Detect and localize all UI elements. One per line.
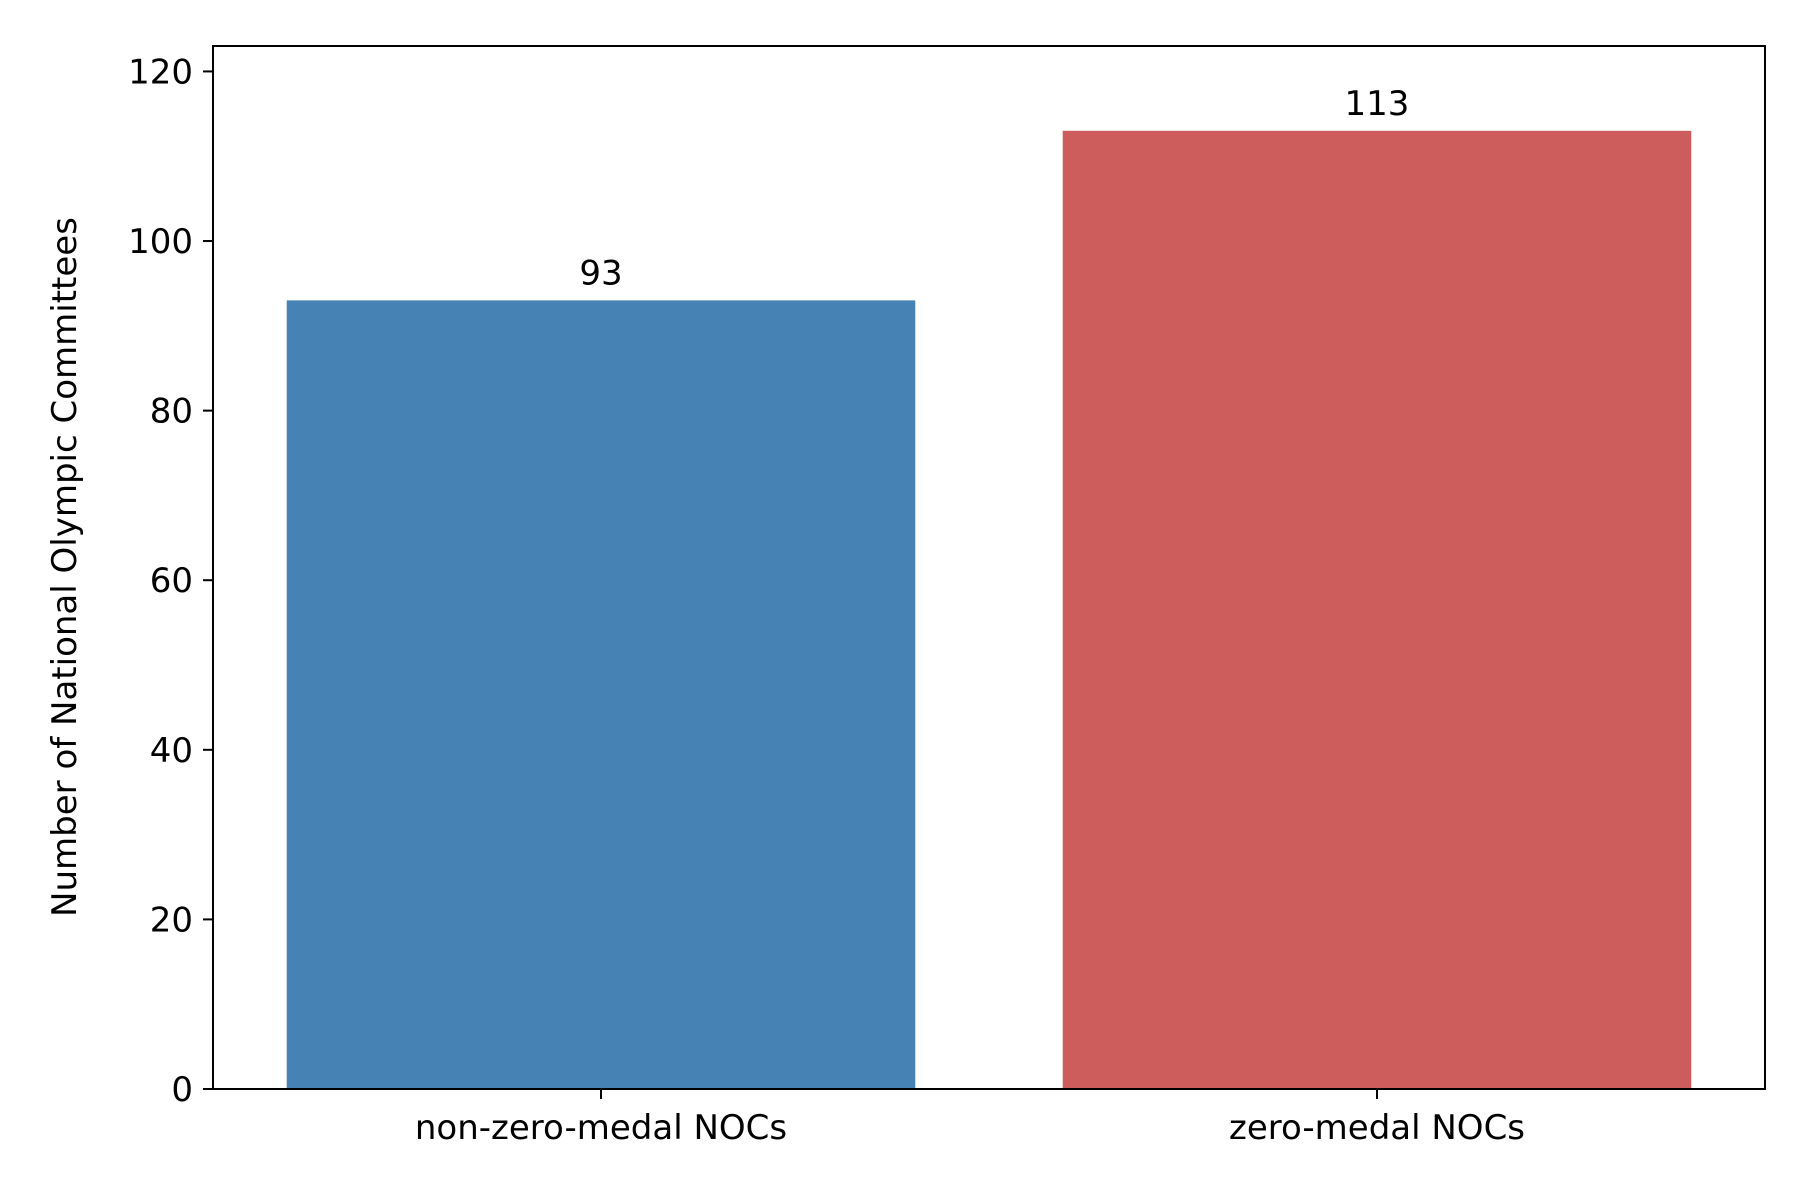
bars-layer: [286, 130, 1692, 1089]
plot-frame: [212, 45, 1766, 1090]
y-tick-label-5: 100: [128, 222, 193, 262]
y-tick-label-4: 80: [150, 392, 193, 432]
data-labels-layer: 93 113: [579, 84, 1409, 294]
y-tick-label-2: 40: [150, 731, 193, 771]
x-tick-label-1: zero-medal NOCs: [1229, 1108, 1525, 1148]
y-tick-label-6: 120: [128, 52, 193, 92]
y-tick-label-3: 60: [150, 561, 193, 601]
data-label-1: 113: [1345, 84, 1410, 124]
x-tick-label-0: non-zero-medal NOCs: [415, 1108, 787, 1148]
y-axis-label: Number of National Olympic Committees: [45, 217, 85, 917]
bar-0: [286, 300, 916, 1089]
y-tick-label-0: 0: [171, 1070, 193, 1110]
y-axis: 0 20 40 60 80 100 120: [128, 52, 213, 1110]
x-axis: non-zero-medal NOCs zero-medal NOCs: [415, 1089, 1525, 1148]
data-label-0: 93: [579, 253, 622, 293]
y-tick-label-1: 20: [150, 900, 193, 940]
bar-1: [1062, 130, 1692, 1089]
